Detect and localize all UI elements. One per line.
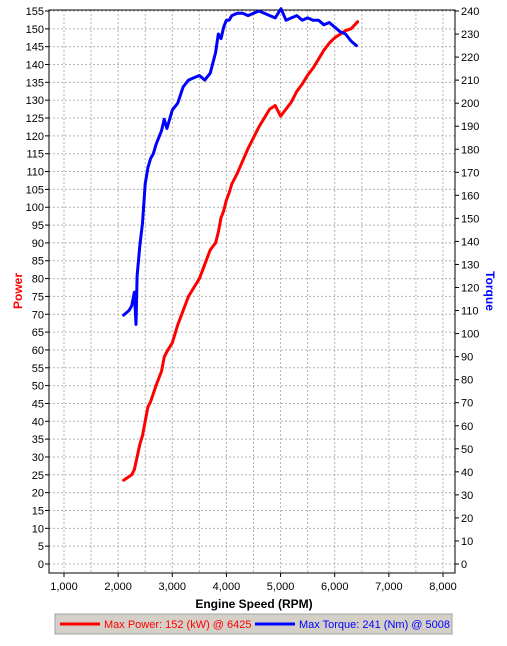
legend-power-label: Max Power: 152 (kW) @ 6425 xyxy=(104,619,252,631)
x-tick-label: 8,000 xyxy=(429,581,457,593)
left-tick-label: 40 xyxy=(32,416,44,428)
right-tick-label: 180 xyxy=(461,144,479,156)
x-axis-ticks: 1,000 2,000 3,000 4,000 5,000 6,000 7,000 8,000 xyxy=(50,573,457,593)
right-tick-label: 190 xyxy=(461,121,479,133)
left-tick-label: 25 xyxy=(32,470,44,482)
right-tick-label: 60 xyxy=(461,421,473,433)
right-tick-label: 20 xyxy=(461,513,473,525)
right-y-axis-ticks: 0 10 20 30 40 50 60 70 80 90 100 110 120 130 140 150 160… xyxy=(455,6,479,571)
left-tick-label: 10 xyxy=(32,523,44,535)
left-tick-label: 70 xyxy=(32,309,44,321)
right-tick-label: 220 xyxy=(461,52,479,64)
x-tick-label: 7,000 xyxy=(375,581,403,593)
right-tick-label: 130 xyxy=(461,259,479,271)
left-tick-label: 140 xyxy=(26,60,44,72)
left-tick-label: 95 xyxy=(32,220,44,232)
x-tick-label: 6,000 xyxy=(321,581,349,593)
right-tick-label: 200 xyxy=(461,98,479,110)
legend-background xyxy=(54,613,453,635)
right-tick-label: 120 xyxy=(461,283,479,295)
x-axis-title: Engine Speed (RPM) xyxy=(195,597,312,611)
left-tick-label: 30 xyxy=(32,452,44,464)
left-tick-label: 145 xyxy=(26,42,44,54)
torque-series-line xyxy=(122,7,358,326)
right-tick-label: 80 xyxy=(461,375,473,387)
grid-lines xyxy=(49,10,455,573)
left-axis-title: Power xyxy=(11,273,25,309)
right-tick-label: 110 xyxy=(461,306,479,318)
left-tick-label: 50 xyxy=(32,381,44,393)
left-tick-label: 100 xyxy=(26,202,44,214)
x-tick-label: 1,000 xyxy=(50,581,78,593)
plot-area-frame xyxy=(48,9,456,574)
left-y-axis-ticks: 0 5 10 15 20 25 30 35 40 45 50 55 60 65 70 75 80 85 90 95 10… xyxy=(26,6,49,571)
x-tick-label: 3,000 xyxy=(159,581,187,593)
right-tick-label: 40 xyxy=(461,467,473,479)
left-tick-label: 155 xyxy=(26,6,44,18)
right-tick-label: 240 xyxy=(461,6,479,18)
left-tick-label: 80 xyxy=(32,274,44,286)
left-tick-label: 20 xyxy=(32,488,44,500)
left-tick-label: 110 xyxy=(26,167,44,179)
left-tick-label: 75 xyxy=(32,291,44,303)
left-tick-label: 85 xyxy=(32,256,44,268)
left-tick-label: 105 xyxy=(26,184,44,196)
right-tick-label: 210 xyxy=(461,75,479,87)
left-tick-label: 130 xyxy=(26,95,44,107)
right-tick-label: 230 xyxy=(461,29,479,41)
left-tick-label: 120 xyxy=(26,131,44,143)
left-tick-label: 65 xyxy=(32,327,44,339)
left-tick-label: 135 xyxy=(26,77,44,89)
left-tick-label: 35 xyxy=(32,434,44,446)
left-tick-label: 5 xyxy=(38,541,44,553)
x-tick-label: 2,000 xyxy=(104,581,132,593)
left-tick-label: 55 xyxy=(32,363,44,375)
left-tick-label: 150 xyxy=(26,24,44,36)
right-tick-label: 0 xyxy=(461,559,467,571)
left-tick-label: 125 xyxy=(26,113,44,125)
legend-torque-label: Max Torque: 241 (Nm) @ 5008 xyxy=(299,619,450,631)
left-tick-label: 60 xyxy=(32,345,44,357)
right-tick-label: 90 xyxy=(461,352,473,364)
right-tick-label: 50 xyxy=(461,444,473,456)
x-tick-label: 4,000 xyxy=(213,581,241,593)
right-tick-label: 100 xyxy=(461,329,479,341)
left-tick-label: 90 xyxy=(32,238,44,250)
right-tick-label: 170 xyxy=(461,167,479,179)
right-tick-label: 160 xyxy=(461,190,479,202)
legend: Max Power: 152 (kW) @ 6425 Max Torque: 2… xyxy=(54,613,453,635)
left-tick-label: 45 xyxy=(32,398,44,410)
power-series-line xyxy=(122,20,360,482)
right-tick-label: 140 xyxy=(461,236,479,248)
right-tick-label: 70 xyxy=(461,398,473,410)
right-tick-label: 30 xyxy=(461,490,473,502)
x-tick-label: 5,000 xyxy=(267,581,295,593)
right-tick-label: 10 xyxy=(461,536,473,548)
series-lines xyxy=(122,7,360,482)
right-axis-title: Torque xyxy=(483,271,497,311)
left-tick-label: 0 xyxy=(38,559,44,571)
right-tick-label: 150 xyxy=(461,213,479,225)
left-tick-label: 115 xyxy=(26,149,44,161)
left-tick-label: 15 xyxy=(32,505,44,517)
